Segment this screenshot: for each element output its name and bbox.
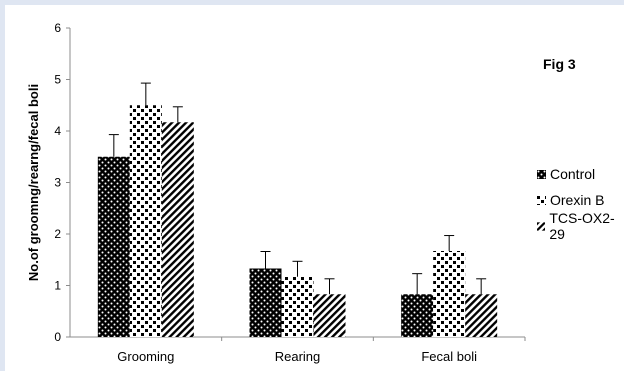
legend-item-control: Control (537, 161, 624, 187)
bar (433, 250, 466, 337)
y-tick-label: 6 (54, 21, 61, 35)
bar (465, 294, 498, 337)
y-axis-label: No.of groomng/rearng/fecal boli (26, 84, 41, 281)
y-tick-label: 1 (54, 279, 61, 293)
bar (249, 268, 282, 337)
figure-panel: 0 1 2 3 4 5 6 No.of groomng/rearng/fecal boli Gr… (5, 5, 624, 371)
legend-item-tcs-ox2-29: TCS-OX2-29 (537, 210, 624, 242)
x-tick-label: Fecal boli (421, 349, 477, 364)
legend-swatch-orexin-b (537, 195, 546, 205)
figure-label: Fig 3 (543, 56, 576, 72)
bar-chart: 0 1 2 3 4 5 6 No.of groomng/rearng/fecal boli Gr… (26, 21, 526, 364)
y-tick-label: 2 (54, 227, 61, 241)
legend-swatch-tcs-ox2-29 (537, 221, 546, 231)
y-tick-label: 5 (54, 73, 61, 87)
bars (97, 105, 498, 338)
bar (97, 156, 130, 337)
x-tick-label: Grooming (117, 349, 174, 364)
legend-label-tcs-ox2-29: TCS-OX2-29 (549, 210, 615, 242)
axis-labels: 0 1 2 3 4 5 6 No.of groomng/rearng/fecal boli Gr… (26, 21, 477, 364)
legend-label-orexin-b: Orexin B (550, 192, 605, 208)
error-bars (108, 82, 487, 295)
x-tick-label: Rearing (275, 349, 321, 364)
legend-swatch-control (537, 169, 546, 179)
bar (161, 122, 194, 338)
y-tick-label: 4 (54, 124, 61, 138)
bar (281, 276, 314, 337)
bar (401, 294, 434, 337)
y-tick-label: 0 (54, 330, 61, 344)
bar (313, 294, 346, 337)
legend: Control Orexin B TCS-OX2-29 (537, 161, 624, 242)
bar (129, 105, 162, 337)
legend-label-control: Control (550, 166, 596, 182)
legend-item-orexin-b: Orexin B (537, 187, 624, 213)
y-tick-label: 3 (54, 176, 61, 190)
